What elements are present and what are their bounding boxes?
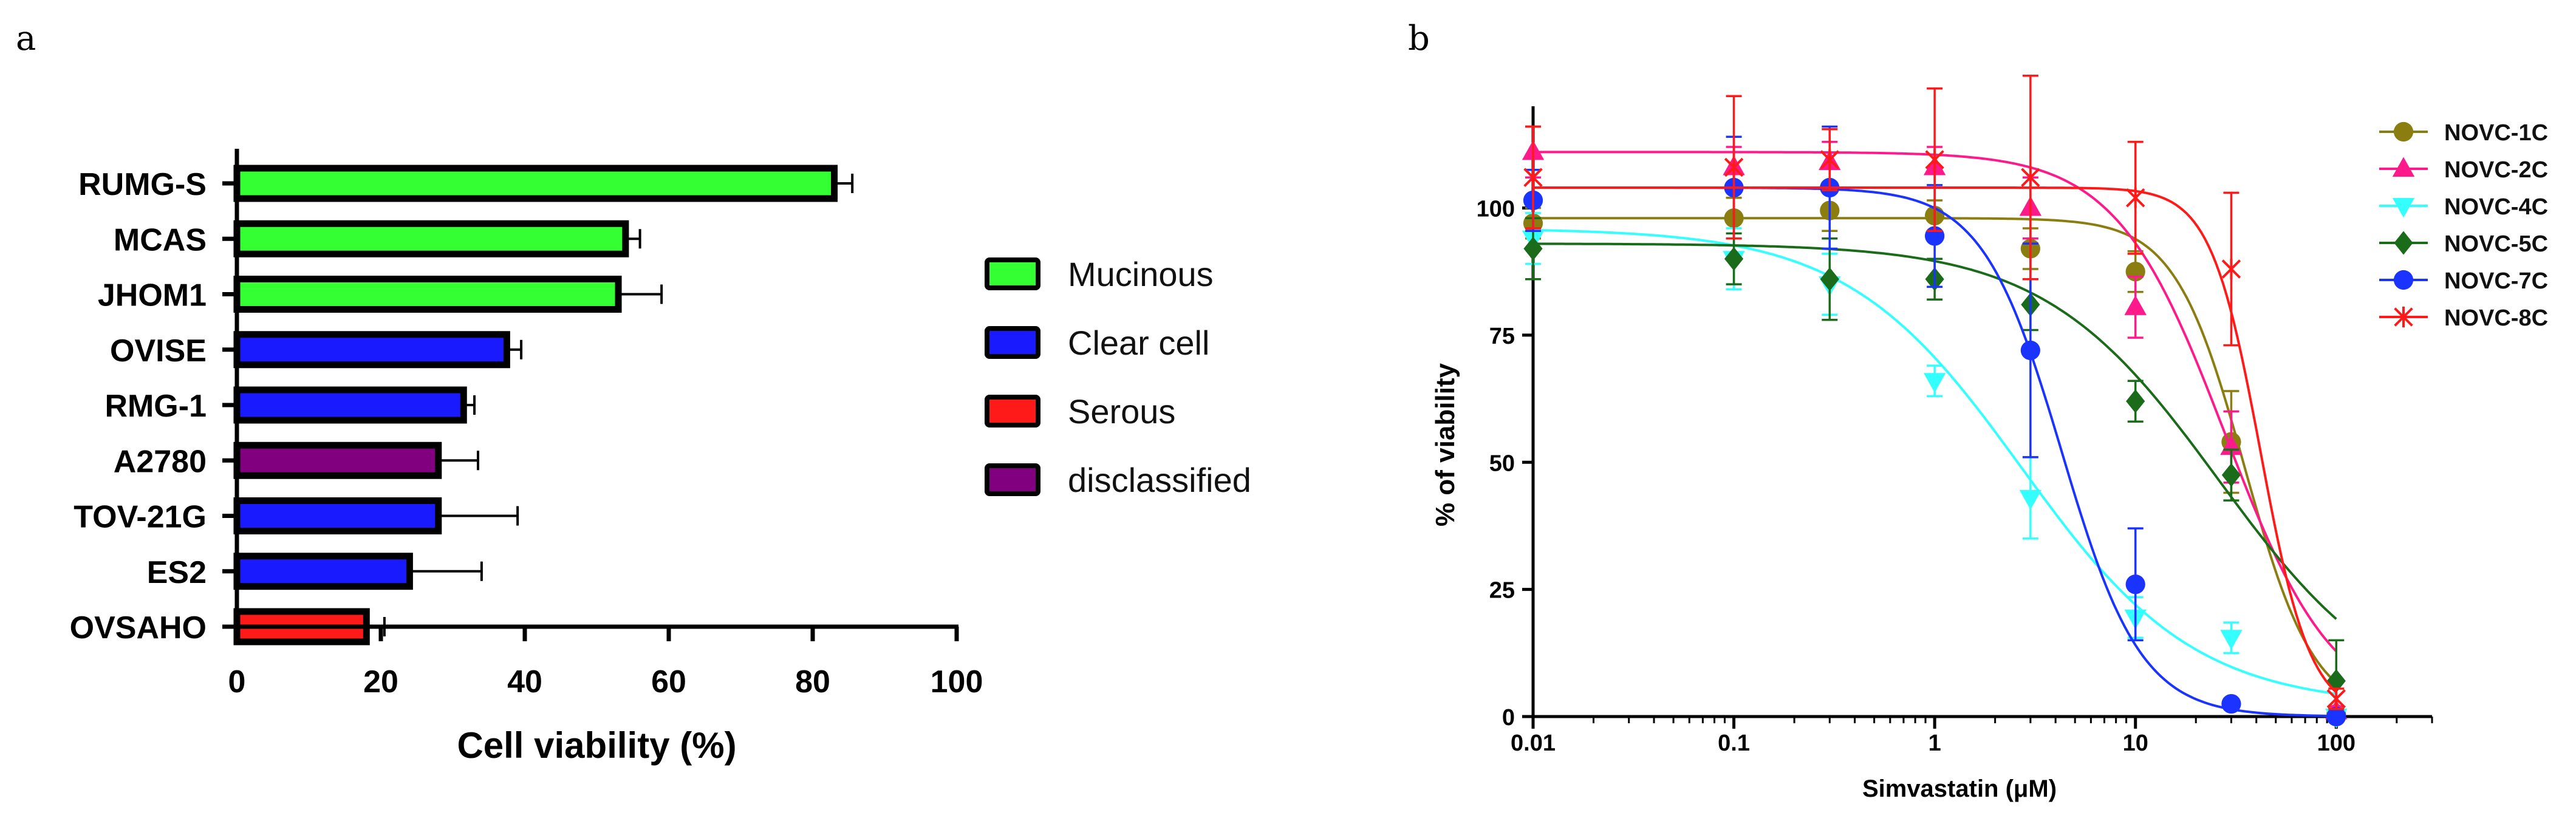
category-label-ovise: OVISE xyxy=(110,333,207,369)
x-tick-label-0: 0 xyxy=(228,664,246,700)
x-tick-label-100: 100 xyxy=(931,664,983,700)
x-tick-label-10: 10 xyxy=(2123,731,2148,756)
data-point-novc-5c xyxy=(1523,237,1543,261)
data-point-novc-8c xyxy=(2326,688,2346,709)
category-label-es2: ES2 xyxy=(147,555,207,590)
y-tick-label-50: 50 xyxy=(1489,451,1515,476)
data-point-novc-8c xyxy=(2125,187,2145,208)
data-point-novc-8c xyxy=(2021,167,2040,188)
data-point-novc-4c xyxy=(1923,373,1946,393)
data-point-novc-5c xyxy=(2221,463,2241,487)
bar-tov-21g xyxy=(233,497,442,534)
legend-marker-novc-8c xyxy=(2394,306,2413,328)
bar-jhom1 xyxy=(233,276,622,313)
x-tick-label-0-01: 0.01 xyxy=(1511,731,1556,756)
legend-label-novc-4c: NOVC-4C xyxy=(2444,194,2548,220)
panel-b-label: b xyxy=(1408,19,1430,58)
data-point-novc-7c xyxy=(2125,574,2145,594)
category-label-rumg-s: RUMG-S xyxy=(78,167,207,202)
y-tick-label-100: 100 xyxy=(1477,197,1515,222)
data-point-novc-8c xyxy=(1820,149,1840,171)
x-tick-label-60: 60 xyxy=(651,664,686,700)
legend-swatch-clear-cell xyxy=(985,326,1040,359)
x-tick-label-0-1: 0.1 xyxy=(1718,731,1750,756)
x-tick-label-20: 20 xyxy=(363,664,398,700)
data-point-novc-8c xyxy=(2221,258,2241,280)
fit-curve-novc-4c xyxy=(1532,228,2337,695)
data-point-novc-7c xyxy=(2326,706,2346,727)
category-label-ovsaho: OVSAHO xyxy=(70,610,207,646)
legend-label-clear-cell: Clear cell xyxy=(1068,324,1209,362)
category-label-mcas: MCAS xyxy=(114,222,207,257)
x-axis-title: Cell viability (%) xyxy=(457,725,736,766)
legend-swatch-serous xyxy=(985,395,1040,428)
category-label-jhom1: JHOM1 xyxy=(98,278,207,313)
bar-chart-cell-viability: RUMG-S MCAS JHOM1 OVISE RMG-1 A2780 TOV-21G ES2… xyxy=(70,149,983,766)
dose-response-legend: NOVC-1C NOVC-2C NOVC-4C NOVC-5C NOVC-7C NOVC-… xyxy=(2379,120,2548,331)
data-point-novc-5c xyxy=(1820,267,1839,291)
category-label-tov-21g: TOV-21G xyxy=(73,500,207,535)
data-point-novc-8c xyxy=(1523,167,1543,188)
bar-rmg-1 xyxy=(233,386,467,424)
x-tick-label-40: 40 xyxy=(507,664,542,700)
y-tick-label-25: 25 xyxy=(1489,578,1515,604)
x-axis-title: Simvastatin (μM) xyxy=(1862,775,2057,802)
x-tick-label-1: 1 xyxy=(1929,731,1941,756)
legend-label-novc-1c: NOVC-1C xyxy=(2444,120,2548,146)
bar-rumg-s xyxy=(233,165,838,202)
data-point-novc-7c xyxy=(2020,340,2040,361)
data-point-novc-5c xyxy=(1724,247,1744,271)
data-point-novc-2c xyxy=(2124,295,2147,315)
data-point-novc-8c xyxy=(1724,157,1744,178)
legend-label-mucinous: Mucinous xyxy=(1068,255,1214,293)
data-point-novc-4c xyxy=(2220,630,2243,650)
legend-marker-novc-7c xyxy=(2393,270,2414,290)
legend-marker-novc-4c xyxy=(2392,198,2415,218)
legend-swatch-mucinous xyxy=(985,257,1040,290)
legend-marker-novc-2c xyxy=(2392,157,2415,177)
legend-label-serous: Serous xyxy=(1068,392,1175,431)
legend-label-novc-7c: NOVC-7C xyxy=(2444,268,2548,294)
data-point-novc-4c xyxy=(2019,489,2042,510)
y-tick-label-75: 75 xyxy=(1489,324,1515,349)
data-point-novc-5c xyxy=(2126,389,2145,414)
bar-es2 xyxy=(233,553,413,590)
legend-marker-novc-1c xyxy=(2393,121,2414,142)
legend-label-disclassified: disclassified xyxy=(1068,461,1251,499)
legend-label-novc-2c: NOVC-2C xyxy=(2444,157,2548,183)
legend-marker-novc-5c xyxy=(2394,231,2413,255)
category-label-a2780: A2780 xyxy=(114,444,207,479)
data-point-novc-7c xyxy=(2221,693,2241,714)
x-tick-label-80: 80 xyxy=(795,664,830,700)
legend-swatch-disclassified xyxy=(985,463,1040,496)
panel-a-label: a xyxy=(16,19,36,58)
series-novc-8c xyxy=(1523,75,2346,710)
y-axis-title: % of viability xyxy=(1430,363,1460,526)
legend-label-novc-5c: NOVC-5C xyxy=(2444,231,2548,257)
dose-response-chart: 0 25 50 75 100 0.01 0.1 1 10 100 Simvastatin (μM)%… xyxy=(1430,75,2433,802)
legend-label-novc-8c: NOVC-8C xyxy=(2444,305,2548,331)
bar-mcas xyxy=(233,220,629,257)
y-tick-label-0: 0 xyxy=(1502,705,1515,731)
bar-a2780 xyxy=(233,441,442,479)
category-label-rmg-1: RMG-1 xyxy=(104,389,207,424)
data-point-novc-8c xyxy=(1925,149,1944,171)
bar-chart-legend: Mucinous Clear cell Serous disclassified xyxy=(985,255,1251,499)
series-novc-5c xyxy=(1523,217,2346,718)
x-tick-label-100: 100 xyxy=(2317,731,2356,756)
bar-ovise xyxy=(233,331,510,369)
